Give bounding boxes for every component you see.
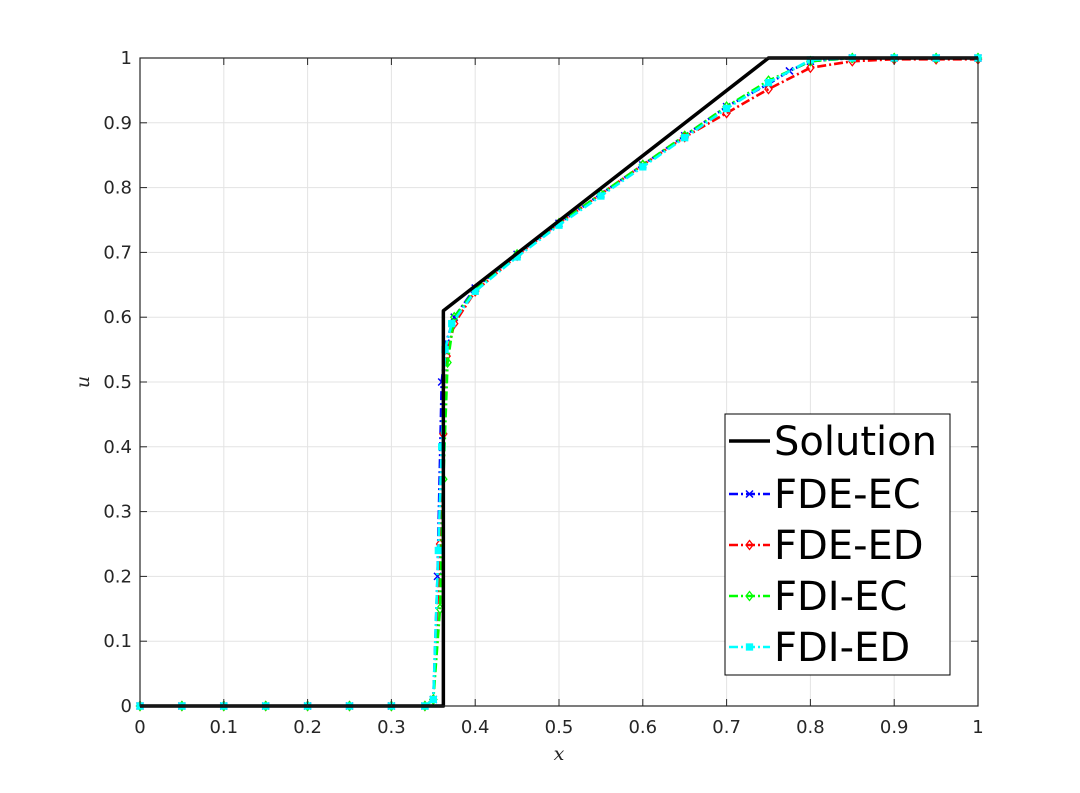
- y-tick-label: 0.7: [103, 242, 132, 263]
- data-point-fdi-ed: [722, 104, 731, 113]
- data-point-fde-ed: [764, 83, 773, 95]
- x-tick-label: 0.1: [209, 717, 238, 738]
- data-point-fdi-ed: [681, 134, 689, 142]
- legend-marker-fdi-ec: [745, 590, 754, 602]
- x-tick-label: 0.3: [377, 717, 406, 738]
- data-point-fdi-ed: [639, 163, 647, 171]
- y-tick-label: 0.1: [103, 631, 132, 652]
- data-point-fdi-ed: [434, 546, 442, 555]
- data-point-fdi-ed: [448, 320, 456, 328]
- x-tick-label: 0.9: [880, 717, 909, 738]
- y-tick-label: 0.6: [103, 307, 132, 328]
- x-tick-label: 0.7: [712, 717, 741, 738]
- legend-box: [724, 413, 951, 676]
- legend-label-fde-ec: FDE-EC: [774, 472, 921, 518]
- x-tick-label: 0: [134, 717, 145, 738]
- data-point-fdi-ed: [764, 78, 773, 87]
- data-point-fdi-ed: [429, 695, 437, 704]
- legend-marker-fde-ec: [745, 489, 754, 499]
- x-tick-label: 0.6: [628, 717, 657, 738]
- x-tick-label: 0.5: [545, 717, 574, 738]
- x-tick-label: 0.8: [796, 717, 825, 738]
- y-tick-label: 0: [121, 696, 132, 717]
- x-tick-label: 1: [972, 717, 983, 738]
- y-tick-label: 0.5: [103, 372, 132, 393]
- legend: Solution FDE-EC FDE-ED FDI-EC FDI-ED: [724, 413, 951, 676]
- y-tick-label: 0.4: [103, 437, 132, 458]
- legend-marker-fdi-ed: [745, 643, 754, 651]
- y-axis-label: u: [72, 376, 94, 388]
- data-point-fdi-ed: [471, 287, 479, 295]
- data-point-fde-ed: [806, 62, 815, 74]
- legend-label-solution: Solution: [774, 419, 937, 465]
- legend-label-fde-ed: FDE-ED: [774, 523, 924, 569]
- x-tick-label: 0.2: [293, 717, 322, 738]
- y-tick-label: 0.9: [103, 113, 132, 134]
- data-point-fdi-ed: [597, 192, 605, 200]
- y-tick-label: 0.8: [103, 178, 132, 199]
- axis-ticks: 0 0.1 0.2 0.3 0.4 0.5 0.6 0.7 0.8 0.9 1 0 0.1 0.2 0.3 0…: [103, 48, 983, 738]
- x-axis-label: x: [554, 743, 565, 765]
- y-tick-label: 0.3: [103, 502, 132, 523]
- legend-label-fdi-ed: FDI-ED: [774, 625, 910, 671]
- legend-label-fdi-ec: FDI-EC: [774, 574, 907, 620]
- legend-marker-fde-ed: [745, 539, 754, 551]
- x-tick-label: 0.4: [461, 717, 490, 738]
- y-tick-label: 0.2: [103, 566, 132, 587]
- y-tick-label: 1: [121, 48, 132, 69]
